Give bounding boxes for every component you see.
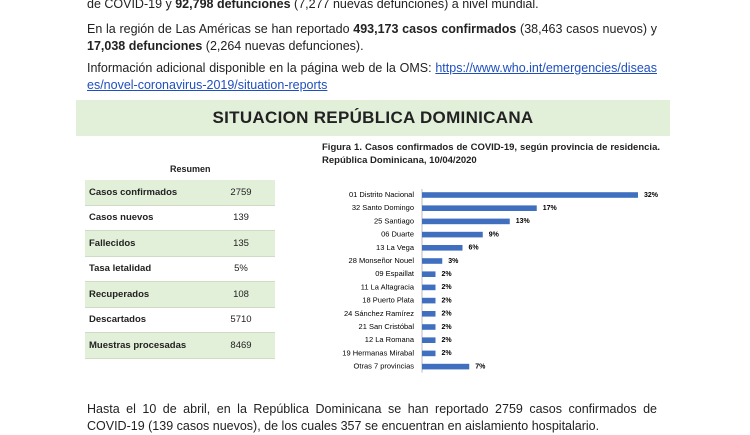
text: (7,277 nuevas defunciones) a nivel mundi… [290,0,539,11]
section-banner: SITUACION REPÚBLICA DOMINICANA [76,100,670,136]
bar [422,205,537,211]
data-label: 2% [442,324,453,331]
text: (2,264 nuevas defunciones). [202,39,364,53]
bar [422,218,510,225]
row-label: Tasa letalidad [85,256,207,282]
intro-paragraph: Información adicional disponible en la p… [87,60,657,94]
bar [422,311,436,317]
row-label: Muestras procesadas [85,332,207,359]
bar [422,350,436,357]
row-label: Casos confirmados [85,180,207,206]
table-row: Tasa letalidad 5% [85,256,275,282]
row-value: 139 [207,205,275,231]
bar [422,337,436,343]
row-value: 108 [207,281,275,308]
table-row: Casos confirmados 2759 [85,180,275,206]
text: de COVID-19 y [87,0,176,11]
category-label: 13 La Vega [376,243,415,252]
bold-text: 92,798 defunciones [175,0,291,11]
data-label: 13% [516,218,531,225]
bar [422,245,463,251]
category-label: 19 Hermanas Mirabal [342,348,414,357]
data-label: 2% [442,271,453,278]
bold-text: 493,173 casos confirmados [353,22,517,36]
category-label: 11 La Altagracia [361,282,415,291]
data-label: 6% [469,245,480,252]
intro-paragraph: En la región de Las Américas se han repo… [87,21,657,55]
data-label: 2% [442,311,453,318]
bar [422,271,436,277]
table-row: Casos nuevos 139 [85,205,275,231]
data-label: 2% [442,350,453,357]
data-label: 7% [475,363,486,370]
bar [422,258,443,264]
bar [422,363,470,370]
row-value: 2759 [207,180,275,206]
bar [422,231,483,238]
category-label: 01 Distrito Nacional [349,190,414,199]
category-label: 21 San Cristóbal [359,322,415,331]
text: (38,463 casos nuevos) y [516,22,657,36]
intro-paragraph: de COVID-19 y 92,798 defunciones (7,277 … [87,0,657,13]
row-value: 135 [207,230,275,257]
row-value: 5710 [207,307,275,333]
table-row: Recuperados 108 [85,281,275,308]
category-label: 12 La Romana [365,335,415,344]
summary-table: Casos confirmados 2759 Casos nuevos 139 Fall… [85,180,275,359]
bar [422,284,436,291]
row-label: Casos nuevos [85,205,207,231]
row-label: Fallecidos [85,230,207,257]
bar [422,192,638,198]
data-label: 3% [448,258,459,265]
text: Información adicional disponible en la p… [87,61,436,75]
table-row: Muestras procesadas 8469 [85,332,275,359]
row-value: 5% [207,256,275,282]
data-label: 32% [644,192,659,199]
category-label: 32 Santo Domingo [352,203,414,212]
bold-text: 17,038 defunciones [87,39,203,53]
data-label: 17% [543,205,558,212]
bar [422,297,436,304]
row-label: Recuperados [85,281,207,308]
category-label: Otras 7 provincias [354,362,415,371]
category-label: 24 Sánchez Ramírez [344,309,414,318]
category-label: 18 Puerto Plata [362,296,415,305]
category-label: 28 Monseñor Nouel [349,256,415,265]
data-label: 2% [442,284,453,291]
row-label: Descartados [85,307,207,333]
text: En la región de Las Américas se han repo… [87,22,354,36]
category-label: 25 Santiago [374,216,414,225]
table-row: Fallecidos 135 [85,230,275,257]
row-value: 8469 [207,332,275,359]
category-label: 06 Duarte [381,230,414,239]
table-title: Resumen [170,164,211,174]
data-label: 2% [442,297,453,304]
data-label: 2% [442,337,453,344]
table-row: Descartados 5710 [85,307,275,333]
category-label: 09 Espaillat [375,269,415,278]
link[interactable]: https://www.who.int/emergencies/diseases… [87,61,657,92]
data-label: 9% [489,231,500,238]
bar [422,324,436,330]
figure-caption: Figura 1. Casos confirmados de COVID-19,… [322,142,660,166]
